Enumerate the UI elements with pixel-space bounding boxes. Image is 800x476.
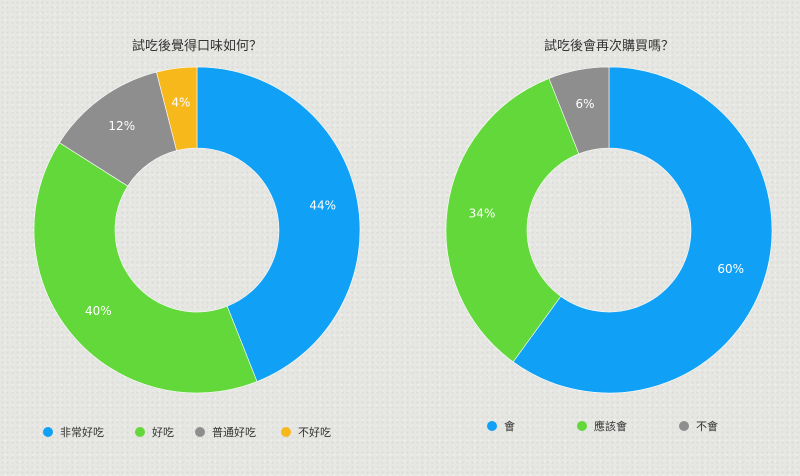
legend-label: 應該會 [594, 419, 627, 433]
legend-swatch [281, 427, 291, 437]
slice-label: 6% [575, 97, 594, 111]
chart-title: 試吃後覺得口味如何？ [132, 38, 262, 54]
donut-slice [156, 66, 198, 151]
legend: 會 應該會 不會 [487, 419, 718, 433]
slice-label: 60% [717, 262, 744, 276]
chart-repurchase: 試吃後會再次購買嗎？ 60% 34% 6% 會 應該會 不會 [445, 38, 773, 433]
legend-swatch [43, 427, 53, 437]
slice-label: 4% [171, 96, 190, 110]
donut-slice [196, 66, 361, 382]
slice-labels: 44% 40% 12% 4% [85, 96, 336, 319]
donut-slice [33, 142, 258, 394]
slice-label: 12% [108, 119, 135, 133]
donut-slice [445, 78, 580, 363]
slice-labels: 60% 34% 6% [469, 97, 744, 276]
legend-swatch [487, 421, 497, 431]
legend-label: 好吃 [152, 425, 174, 439]
chart-title: 試吃後會再次購買嗎？ [544, 38, 674, 54]
donut-slice [512, 66, 773, 394]
legend-label: 會 [504, 419, 515, 433]
legend-swatch [135, 427, 145, 437]
legend-label: 非常好吃 [60, 425, 104, 439]
slice-label: 34% [469, 206, 496, 220]
legend-swatch [195, 427, 205, 437]
legend-label: 不好吃 [298, 425, 331, 439]
legend-swatch [577, 421, 587, 431]
donut-slice [548, 66, 610, 155]
legend-label: 不會 [696, 419, 718, 433]
legend: 非常好吃 好吃 普通好吃 不好吃 [43, 425, 331, 439]
chart-taste: 試吃後覺得口味如何？ 44% 40% 12% 4% 非常好吃 好吃 普通好吃 不好吃 [33, 38, 361, 439]
donut-slices [445, 66, 773, 394]
slice-label: 44% [309, 199, 336, 213]
legend-swatch [679, 421, 689, 431]
donut-slices [33, 66, 361, 394]
slice-label: 40% [85, 304, 112, 318]
legend-label: 普通好吃 [212, 425, 256, 439]
